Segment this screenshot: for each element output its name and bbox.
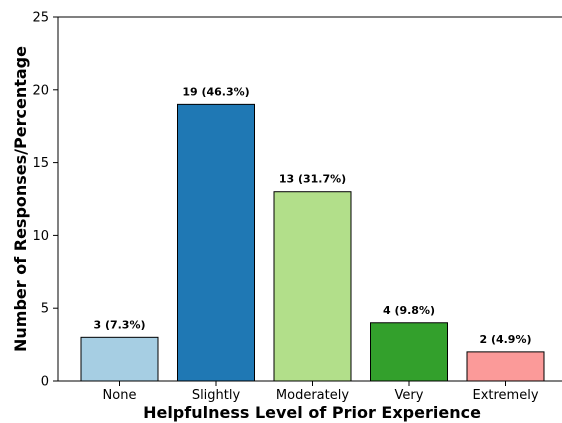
bar-data-label: 4 (9.8%) — [383, 304, 435, 317]
bar — [370, 322, 448, 382]
bar — [466, 351, 545, 382]
x-tick-label: Very — [395, 388, 424, 403]
plot-area: 0 5 10 15 20 25 3 (7.3%) None 19 (46.3%) Slightly… — [32, 11, 562, 403]
y-tick-label: 25 — [32, 11, 49, 26]
bar — [273, 191, 352, 382]
x-tick-label: None — [103, 388, 137, 403]
bar-data-label: 19 (46.3%) — [182, 85, 249, 98]
y-tick-label: 15 — [32, 156, 49, 171]
bar — [177, 103, 255, 382]
y-tick-label: 5 — [41, 302, 49, 317]
bar-data-label: 3 (7.3%) — [93, 318, 145, 331]
y-tick-label: 0 — [41, 375, 49, 390]
bar — [80, 336, 159, 382]
x-axis-title: Helpfulness Level of Prior Experience — [143, 403, 481, 422]
y-axis-title: Number of Responses/Percentage — [11, 46, 30, 352]
x-tick-label: Slightly — [192, 388, 241, 403]
bar-data-label: 13 (31.7%) — [279, 173, 346, 186]
x-tick-label: Moderately — [276, 388, 349, 403]
y-tick-label: 20 — [32, 83, 49, 98]
x-tick-label: Extremely — [472, 388, 538, 403]
bar-data-label: 2 (4.9%) — [479, 333, 531, 346]
y-tick-label: 10 — [32, 229, 49, 244]
